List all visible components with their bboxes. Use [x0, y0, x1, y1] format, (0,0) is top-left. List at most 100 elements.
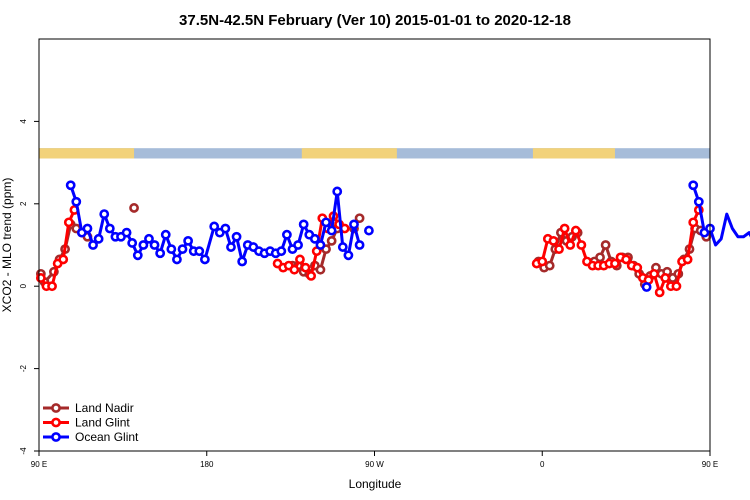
ocean-glint-line	[691, 184, 750, 247]
land-glint-point	[682, 254, 693, 265]
land-strip-1	[39, 148, 135, 159]
land-glint-point	[565, 240, 576, 250]
y-tick-label: 4	[19, 119, 28, 124]
ocean-glint-point	[349, 219, 359, 230]
y-tick-label: -2	[19, 364, 28, 372]
land-glint-point	[660, 273, 671, 283]
ocean-glint-point	[354, 240, 365, 250]
series-ocean-glint	[65, 180, 750, 292]
x-tick-label: 0	[540, 460, 545, 469]
x-axis: 90 E 180 90 W 0 90 E	[31, 451, 718, 469]
ocean-glint-point	[121, 227, 132, 238]
ocean-glint-point	[641, 282, 652, 292]
series-land-glint	[35, 205, 704, 298]
land-glint-point	[548, 235, 559, 246]
land-glint-point	[537, 256, 548, 267]
legend-item-land-glint: Land Glint	[43, 416, 130, 430]
x-tick-label: 90 E	[31, 460, 47, 469]
ocean-glint-point	[149, 240, 160, 250]
ocean-glint-point	[209, 221, 220, 232]
ocean-glint-point	[237, 256, 248, 267]
land-glint-point	[610, 258, 620, 269]
ocean-glint-point	[326, 225, 337, 236]
land-glint-point	[35, 273, 46, 283]
ocean-glint-point	[276, 246, 287, 257]
land-glint-point	[559, 223, 570, 234]
land-nadir-point	[129, 203, 139, 213]
y-tick-label: 0	[19, 283, 28, 288]
land-glint-point	[671, 281, 682, 292]
ocean-glint-point	[364, 225, 374, 236]
ocean-glint-point	[155, 248, 166, 259]
land-glint-point	[58, 254, 69, 265]
ocean-glint-point	[298, 219, 309, 230]
land-glint-point	[621, 254, 632, 265]
land-glint-point	[688, 217, 699, 228]
y-tick-label: 2	[19, 201, 28, 206]
legend-label: Land Glint	[75, 416, 130, 430]
land-glint-point	[300, 262, 311, 273]
ocean-glint-point	[231, 231, 242, 242]
ocean-glint-point	[220, 223, 231, 234]
ocean-glint-point	[693, 196, 704, 207]
chart-title: 37.5N-42.5N February (Ver 10) 2015-01-01…	[179, 12, 571, 29]
ocean-glint-point	[315, 240, 326, 250]
legend-item-land-nadir: Land Nadir	[43, 401, 134, 415]
land-mask	[39, 148, 710, 159]
ocean-glint-point	[144, 233, 154, 244]
ocean-glint-point	[199, 254, 210, 265]
land-glint-point	[632, 262, 643, 273]
y-axis-label: XCO2 - MLO trend (ppm)	[0, 178, 14, 313]
land-nadir-point	[544, 260, 555, 271]
ocean-glint-point	[172, 254, 182, 265]
land-glint-point	[654, 287, 665, 298]
x-tick-label: 180	[200, 460, 214, 469]
land-glint-point	[570, 225, 581, 236]
ocean-glint-point	[321, 217, 331, 228]
x-axis-label: Longitude	[349, 477, 402, 491]
y-axis: -4 -2 0 2 4	[19, 119, 39, 455]
ocean-glint-point	[132, 250, 143, 261]
ocean-glint-point	[99, 209, 110, 219]
x-tick-label: 90 E	[702, 460, 718, 469]
land-glint-point	[289, 264, 300, 275]
ocean-glint-point	[343, 250, 354, 261]
land-glint-point	[47, 281, 57, 292]
land-nadir-point	[600, 240, 611, 250]
ocean-glint-point	[166, 244, 177, 255]
ocean-glint-point	[127, 238, 138, 248]
x-tick-label: 90 W	[365, 460, 384, 469]
ocean-glint-point	[82, 223, 93, 234]
legend-label: Land Nadir	[75, 401, 134, 415]
land-glint-point	[295, 254, 305, 265]
legend-marker	[51, 417, 61, 428]
ocean-glint-point	[281, 229, 292, 240]
land-glint-point	[554, 244, 564, 255]
ocean-glint-point	[160, 229, 171, 240]
ocean-glint-point	[293, 240, 303, 250]
ocean-glint-point	[309, 233, 320, 244]
land-strip-2	[301, 148, 397, 159]
ocean-glint-point	[183, 235, 194, 246]
ocean-glint-point	[65, 180, 76, 191]
ocean-glint-point	[332, 186, 343, 197]
ocean-glint-point	[226, 242, 236, 252]
land-nadir-point	[595, 252, 605, 263]
land-glint-point	[649, 268, 659, 279]
land-nadir-point	[354, 213, 365, 224]
land-glint-point	[576, 240, 587, 250]
ocean-glint-point	[337, 242, 348, 252]
series-land-nadir	[35, 203, 712, 290]
ocean-glint-point	[688, 180, 699, 191]
ocean-glint-point	[138, 240, 149, 250]
ocean-glint-point	[88, 240, 98, 250]
ocean-glint-point	[93, 233, 104, 244]
ocean-glint-point	[71, 196, 82, 207]
legend-marker	[51, 432, 61, 442]
ocean-glint-point	[194, 246, 205, 257]
plot-area	[35, 180, 750, 298]
ocean-glint-point	[177, 244, 188, 255]
land-glint-point	[306, 270, 317, 281]
y-tick-label: -4	[19, 447, 28, 455]
